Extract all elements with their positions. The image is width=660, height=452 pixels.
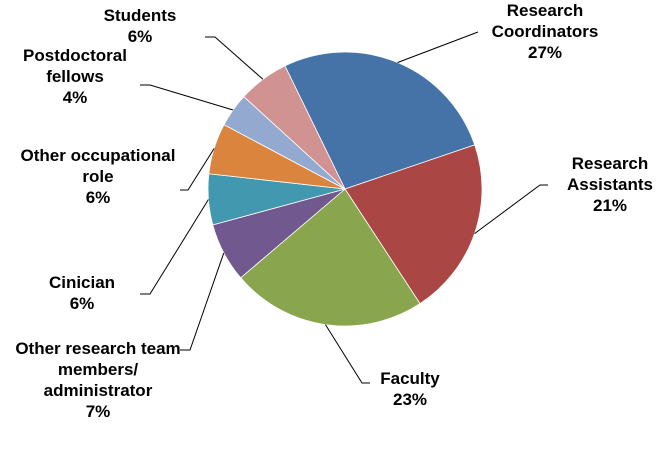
slice-label: Students 6% xyxy=(80,5,200,47)
slice-name: Faculty xyxy=(380,369,440,388)
slice-value: 6% xyxy=(69,294,95,313)
leader-line xyxy=(325,324,370,384)
leader-line xyxy=(205,36,264,80)
slice-value: 21% xyxy=(592,196,628,215)
slice-label: Faculty 23% xyxy=(355,368,465,410)
leader-line xyxy=(180,252,225,351)
slice-label: Research Coordinators 27% xyxy=(470,0,620,63)
slice-name: Other occupational role xyxy=(20,146,176,186)
leader-line xyxy=(397,31,479,63)
slice-label: Other occupational role 6% xyxy=(20,145,176,208)
slice-value: 6% xyxy=(127,27,153,46)
slice-value: 4% xyxy=(62,88,88,107)
pie-slice xyxy=(344,144,483,305)
slice-name: Research Coordinators xyxy=(491,1,599,41)
slice-name: Postdoctoral fellows xyxy=(23,46,127,86)
slice-value: 7% xyxy=(85,402,111,421)
slice-label: Postdoctoral fellows 4% xyxy=(0,45,150,108)
slice-name: Other research team members/ administrat… xyxy=(15,339,181,400)
slice-name: Students xyxy=(103,6,177,25)
leader-line xyxy=(474,184,548,235)
pie-slice xyxy=(243,65,346,190)
slice-label: Cinician 6% xyxy=(22,272,142,314)
slice-name: Cinician xyxy=(48,273,116,292)
leader-line xyxy=(180,148,215,191)
pie-slice xyxy=(240,188,421,327)
slice-label: Other research team members/ administrat… xyxy=(10,338,186,422)
slice-value: 27% xyxy=(527,43,563,62)
leader-line xyxy=(140,84,234,111)
slice-label: Research Assistants 21% xyxy=(550,153,660,216)
slice-value: 6% xyxy=(85,188,111,207)
slice-name: Research Assistants xyxy=(567,154,653,194)
leader-line xyxy=(140,199,209,295)
slice-value: 23% xyxy=(392,390,428,409)
